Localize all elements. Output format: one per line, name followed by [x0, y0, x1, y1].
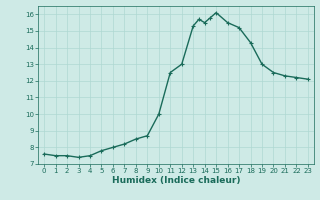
X-axis label: Humidex (Indice chaleur): Humidex (Indice chaleur)	[112, 176, 240, 185]
